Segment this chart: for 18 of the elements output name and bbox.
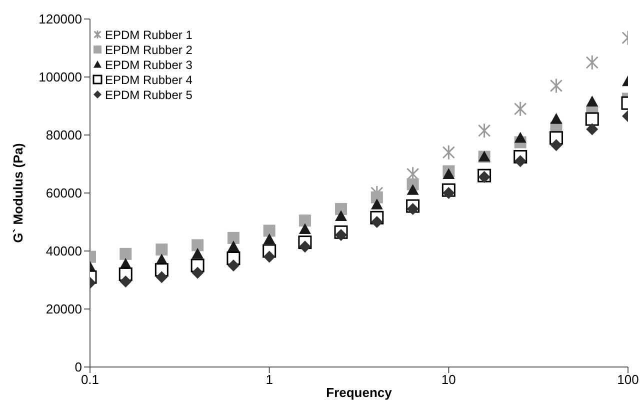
y-tick-label: 120000 [38,12,82,27]
y-tick-label: 0 [74,360,82,375]
x-tick-label: 10 [441,372,456,388]
y-tick-label: 20000 [46,302,82,317]
x-tick-label: 100 [617,372,639,388]
legend-label: EPDM Rubber 4 [105,72,192,86]
legend-label: EPDM Rubber 2 [105,42,192,56]
legend-label: EPDM Rubber 1 [105,28,192,42]
y-tick-label: 40000 [46,244,82,259]
y-tick-label: 60000 [46,186,82,201]
y-axis-title: G` Modulus (Pa) [10,143,26,243]
x-tick-label: 0.1 [80,372,100,388]
legend-label: EPDM Rubber 3 [105,58,192,72]
legend-label: EPDM Rubber 5 [105,88,192,102]
x-tick-label: 1 [266,372,273,388]
y-tick-label: 80000 [46,128,82,143]
x-axis-title: Frequency [326,385,393,400]
y-tick-label: 100000 [38,70,82,85]
